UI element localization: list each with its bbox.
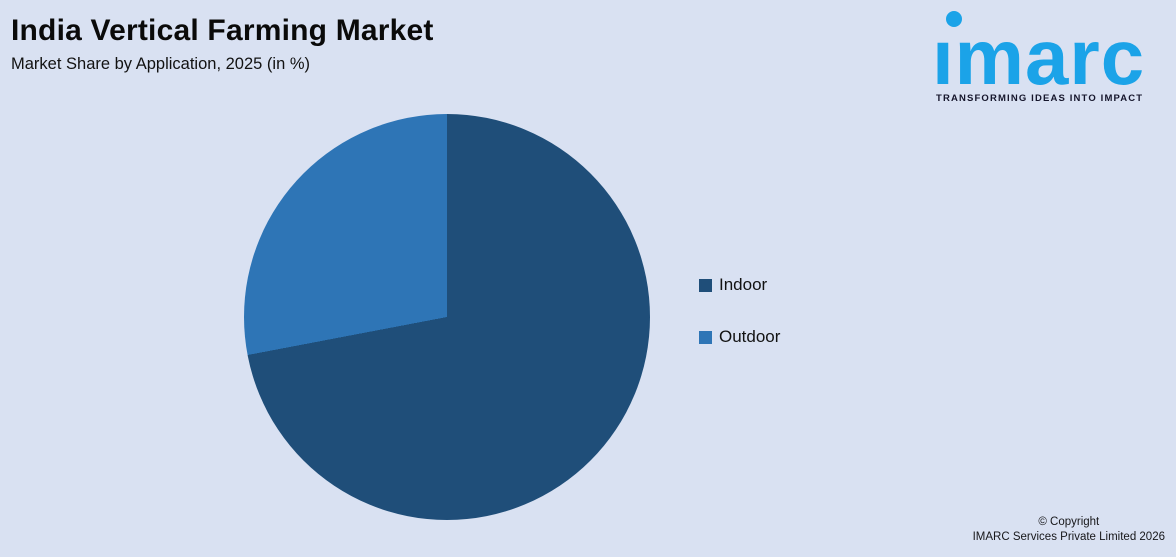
legend-marker-outdoor (699, 330, 712, 344)
copyright-line1: © Copyright (1038, 515, 1100, 528)
imarc-logo: ımarc TRANSFORMING IDEAS INTO IMPACT (932, 6, 1170, 108)
logo-tagline: TRANSFORMING IDEAS INTO IMPACT (936, 93, 1144, 104)
legend-label-outdoor: Outdoor (719, 327, 781, 346)
page-title: India Vertical Farming Market (11, 14, 434, 47)
copyright-line2: IMARC Services Private Limited 2026 (972, 530, 1165, 543)
copyright-notice: © Copyright IMARC Services Private Limit… (973, 515, 1165, 545)
legend-label-indoor: Indoor (719, 275, 768, 294)
logo-dot-icon (946, 11, 962, 27)
legend-marker-indoor (699, 278, 712, 292)
chart-header: India Vertical Farming Market Market Sha… (11, 14, 434, 74)
logo-wordmark: ımarc (932, 13, 1146, 101)
legend-item-indoor: Indoor (699, 275, 767, 295)
page-subtitle: Market Share by Application, 2025 (in %) (11, 55, 310, 73)
pie-chart (244, 114, 650, 520)
legend-item-outdoor: Outdoor (699, 327, 780, 347)
